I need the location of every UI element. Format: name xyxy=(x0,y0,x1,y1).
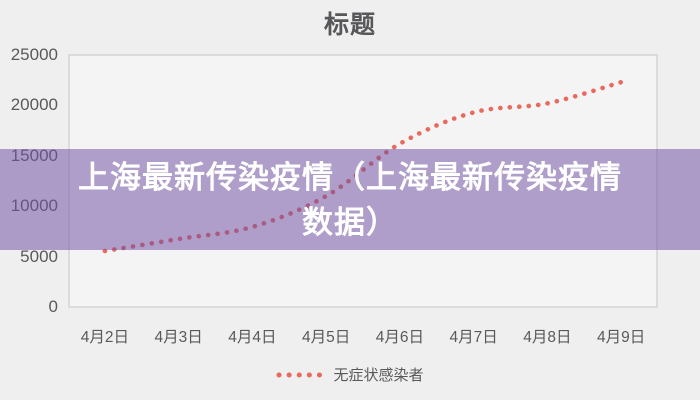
x-tick-label: 4月5日 xyxy=(302,329,351,346)
y-tick-label: 25000 xyxy=(10,45,58,64)
y-tick-label: 0 xyxy=(48,297,58,316)
dotted-line-icon xyxy=(276,372,325,377)
y-tick-label: 5000 xyxy=(20,246,58,266)
y-tick-label: 20000 xyxy=(10,95,58,115)
x-tick-label: 4月9日 xyxy=(597,329,646,346)
x-tick-label: 4月8日 xyxy=(523,329,572,346)
chart-title: 标题 xyxy=(323,11,376,39)
x-tick-label: 4月3日 xyxy=(154,329,203,346)
x-axis: 4月2日 4月3日 4月4日 4月5日 4月6日 4月7日 4月8日 4月9日 xyxy=(68,325,658,347)
legend: 无症状感染者 xyxy=(0,364,700,385)
x-tick-label: 4月6日 xyxy=(375,329,424,346)
banner-text-line2: 数据） xyxy=(302,204,398,240)
banner-text-line1: 上海最新传染疫情（上海最新传染疫情 xyxy=(78,159,622,195)
x-tick-label: 4月2日 xyxy=(80,329,129,346)
x-tick-label: 4月4日 xyxy=(228,329,277,346)
overlay-banner: 上海最新传染疫情（上海最新传染疫情 数据） xyxy=(0,149,700,250)
x-tick-label: 4月7日 xyxy=(449,329,498,346)
legend-label: 无症状感染者 xyxy=(333,367,424,384)
